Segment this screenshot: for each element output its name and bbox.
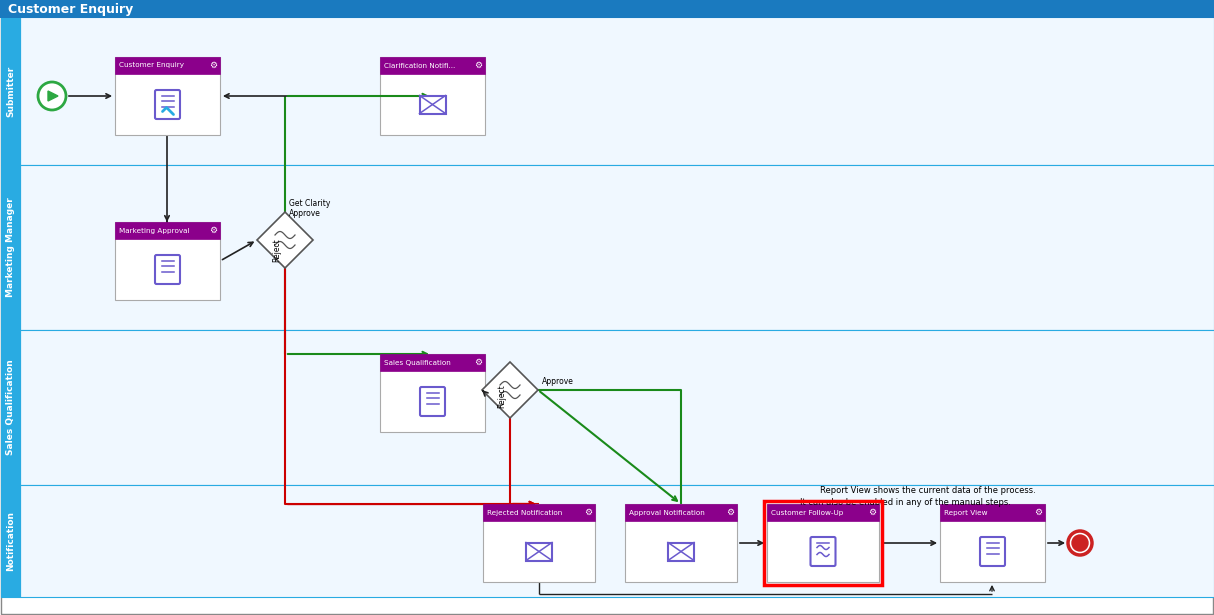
- FancyBboxPatch shape: [1, 165, 19, 330]
- FancyBboxPatch shape: [19, 17, 1214, 165]
- Text: Marketing Approval: Marketing Approval: [119, 228, 189, 234]
- Circle shape: [1068, 531, 1093, 555]
- FancyBboxPatch shape: [19, 165, 1214, 330]
- Polygon shape: [49, 91, 58, 101]
- FancyBboxPatch shape: [483, 504, 595, 521]
- Circle shape: [1072, 535, 1088, 551]
- FancyBboxPatch shape: [1, 330, 19, 485]
- Text: Report View: Report View: [944, 509, 987, 515]
- Polygon shape: [257, 212, 313, 268]
- Text: Rejected Notification: Rejected Notification: [487, 509, 562, 515]
- Text: ⚙: ⚙: [209, 226, 217, 235]
- Polygon shape: [482, 362, 538, 418]
- Text: ⚙: ⚙: [726, 508, 734, 517]
- Text: ⚙: ⚙: [209, 61, 217, 70]
- FancyBboxPatch shape: [483, 504, 595, 582]
- Text: Sales Qualification: Sales Qualification: [6, 360, 15, 455]
- FancyBboxPatch shape: [625, 504, 737, 521]
- FancyBboxPatch shape: [115, 222, 220, 300]
- Text: ⚙: ⚙: [868, 508, 877, 517]
- FancyBboxPatch shape: [625, 504, 737, 582]
- Text: Customer Enquiry: Customer Enquiry: [8, 2, 134, 15]
- Text: Reject: Reject: [497, 384, 506, 408]
- FancyBboxPatch shape: [19, 485, 1214, 597]
- Text: Approve: Approve: [289, 209, 320, 218]
- Text: Customer Follow-Up: Customer Follow-Up: [771, 509, 844, 515]
- Text: Customer Enquiry: Customer Enquiry: [119, 63, 185, 68]
- Text: ⚙: ⚙: [473, 358, 482, 367]
- FancyBboxPatch shape: [811, 537, 835, 566]
- Text: Notification: Notification: [6, 511, 15, 571]
- FancyBboxPatch shape: [155, 90, 180, 119]
- Text: ⚙: ⚙: [1034, 508, 1042, 517]
- FancyBboxPatch shape: [115, 222, 220, 239]
- FancyBboxPatch shape: [940, 504, 1045, 582]
- Text: Sales Qualification: Sales Qualification: [384, 360, 450, 365]
- FancyBboxPatch shape: [115, 57, 220, 74]
- FancyBboxPatch shape: [115, 57, 220, 135]
- FancyBboxPatch shape: [380, 57, 486, 135]
- FancyBboxPatch shape: [767, 504, 879, 521]
- FancyBboxPatch shape: [668, 542, 694, 560]
- FancyBboxPatch shape: [1, 485, 19, 597]
- FancyBboxPatch shape: [980, 537, 1005, 566]
- FancyBboxPatch shape: [420, 387, 446, 416]
- Text: It can also be enabled in any of the manual steps.: It can also be enabled in any of the man…: [800, 498, 1011, 507]
- FancyBboxPatch shape: [380, 354, 486, 371]
- Text: Clarification Notifi...: Clarification Notifi...: [384, 63, 455, 68]
- Circle shape: [38, 82, 66, 110]
- Text: Get Clarity: Get Clarity: [289, 199, 330, 208]
- FancyBboxPatch shape: [420, 95, 446, 114]
- Text: Submitter: Submitter: [6, 65, 15, 117]
- Text: Marketing Manager: Marketing Manager: [6, 197, 15, 298]
- FancyBboxPatch shape: [380, 57, 486, 74]
- FancyBboxPatch shape: [380, 354, 486, 432]
- Text: Approve: Approve: [541, 377, 574, 386]
- Text: Approval Notification: Approval Notification: [629, 509, 705, 515]
- FancyBboxPatch shape: [526, 542, 552, 560]
- FancyBboxPatch shape: [155, 255, 180, 284]
- Text: ⚙: ⚙: [473, 61, 482, 70]
- Text: Reject: Reject: [272, 238, 280, 262]
- FancyBboxPatch shape: [19, 330, 1214, 485]
- FancyBboxPatch shape: [940, 504, 1045, 521]
- FancyBboxPatch shape: [0, 0, 1214, 18]
- Text: Report View shows the current data of the process.: Report View shows the current data of th…: [819, 486, 1036, 495]
- FancyBboxPatch shape: [767, 504, 879, 582]
- FancyBboxPatch shape: [1, 17, 19, 165]
- Text: ⚙: ⚙: [584, 508, 592, 517]
